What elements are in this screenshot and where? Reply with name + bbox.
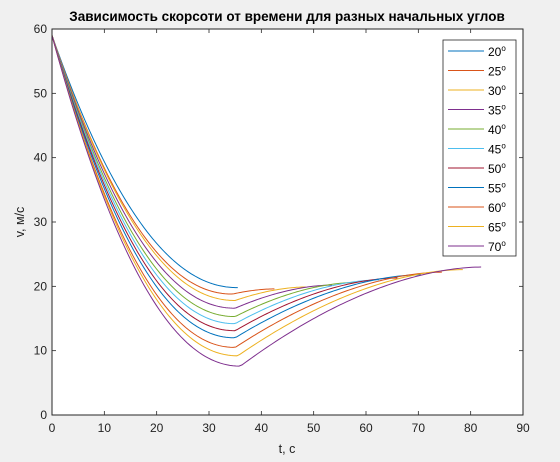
x-axis-label: t, c <box>279 442 296 456</box>
series-line-45 <box>51 35 380 325</box>
series-line-50 <box>51 35 398 332</box>
x-tick-label: 60 <box>359 421 373 435</box>
series-line-20 <box>51 35 238 289</box>
degree-symbol: o <box>501 83 506 92</box>
legend-label-25: 25o <box>488 64 506 79</box>
legend-label-55: 55o <box>488 181 506 196</box>
legend-label-70: 70o <box>488 239 506 254</box>
degree-symbol: o <box>501 64 506 73</box>
x-tick-label: 20 <box>150 421 164 435</box>
legend-label-value: 25 <box>488 65 502 79</box>
x-tick-label: 0 <box>49 421 56 435</box>
legend-label-value: 70 <box>488 240 502 254</box>
series-line-35 <box>51 35 332 309</box>
y-tick-label: 0 <box>40 408 47 422</box>
legend-label-30: 30o <box>488 83 506 98</box>
degree-symbol: o <box>501 44 506 53</box>
legend-label-20: 20o <box>488 44 506 59</box>
degree-symbol: o <box>501 122 506 131</box>
series-layer <box>51 35 482 367</box>
legend-label-value: 65 <box>488 221 502 235</box>
x-tick-label: 40 <box>255 421 269 435</box>
series-line-30 <box>51 35 306 301</box>
legend-label-value: 55 <box>488 182 502 196</box>
x-tick-label: 30 <box>202 421 216 435</box>
degree-symbol: o <box>501 220 506 229</box>
series-line-40 <box>51 35 356 318</box>
y-axis: 0 10 20 30 40 50 60 <box>34 22 523 422</box>
y-tick-label: 50 <box>34 86 48 100</box>
chart-title: Зависимость скорсоти от времени для разн… <box>69 9 505 24</box>
degree-symbol: o <box>501 142 506 151</box>
legend-label-35: 35o <box>488 103 506 118</box>
series-line-55 <box>51 35 421 339</box>
legend-label-value: 40 <box>488 123 502 137</box>
legend-label-65: 65o <box>488 220 506 235</box>
degree-symbol: o <box>501 161 506 170</box>
y-axis-label: v, м/с <box>13 207 27 238</box>
y-tick-label: 30 <box>34 215 48 229</box>
degree-symbol: o <box>501 200 506 209</box>
x-tick-label: 90 <box>516 421 530 435</box>
y-tick-label: 20 <box>34 279 48 293</box>
series-line-60 <box>51 35 442 348</box>
x-tick-label: 10 <box>98 421 112 435</box>
degree-symbol: o <box>501 103 506 112</box>
legend-label-value: 45 <box>488 143 502 157</box>
legend-label-40: 40o <box>488 122 506 137</box>
legend-label-45: 45o <box>488 142 506 157</box>
legend-label-value: 35 <box>488 104 502 118</box>
x-axis: 0 10 20 30 40 50 60 70 80 90 <box>49 29 530 435</box>
y-tick-label: 10 <box>34 344 48 358</box>
legend-label-value: 20 <box>488 45 502 59</box>
degree-symbol: o <box>501 239 506 248</box>
x-tick-label: 50 <box>307 421 321 435</box>
series-line-65 <box>51 35 463 357</box>
legend-label-value: 50 <box>488 162 502 176</box>
legend-label-60: 60o <box>488 200 506 215</box>
x-tick-label: 70 <box>412 421 426 435</box>
y-tick-label: 40 <box>34 151 48 165</box>
degree-symbol: o <box>501 181 506 190</box>
y-tick-label: 60 <box>34 22 48 36</box>
series-line-70 <box>51 35 482 367</box>
legend-label-50: 50o <box>488 161 506 176</box>
legend-label-value: 60 <box>488 201 502 215</box>
x-tick-label: 80 <box>464 421 478 435</box>
legend-label-value: 30 <box>488 84 502 98</box>
